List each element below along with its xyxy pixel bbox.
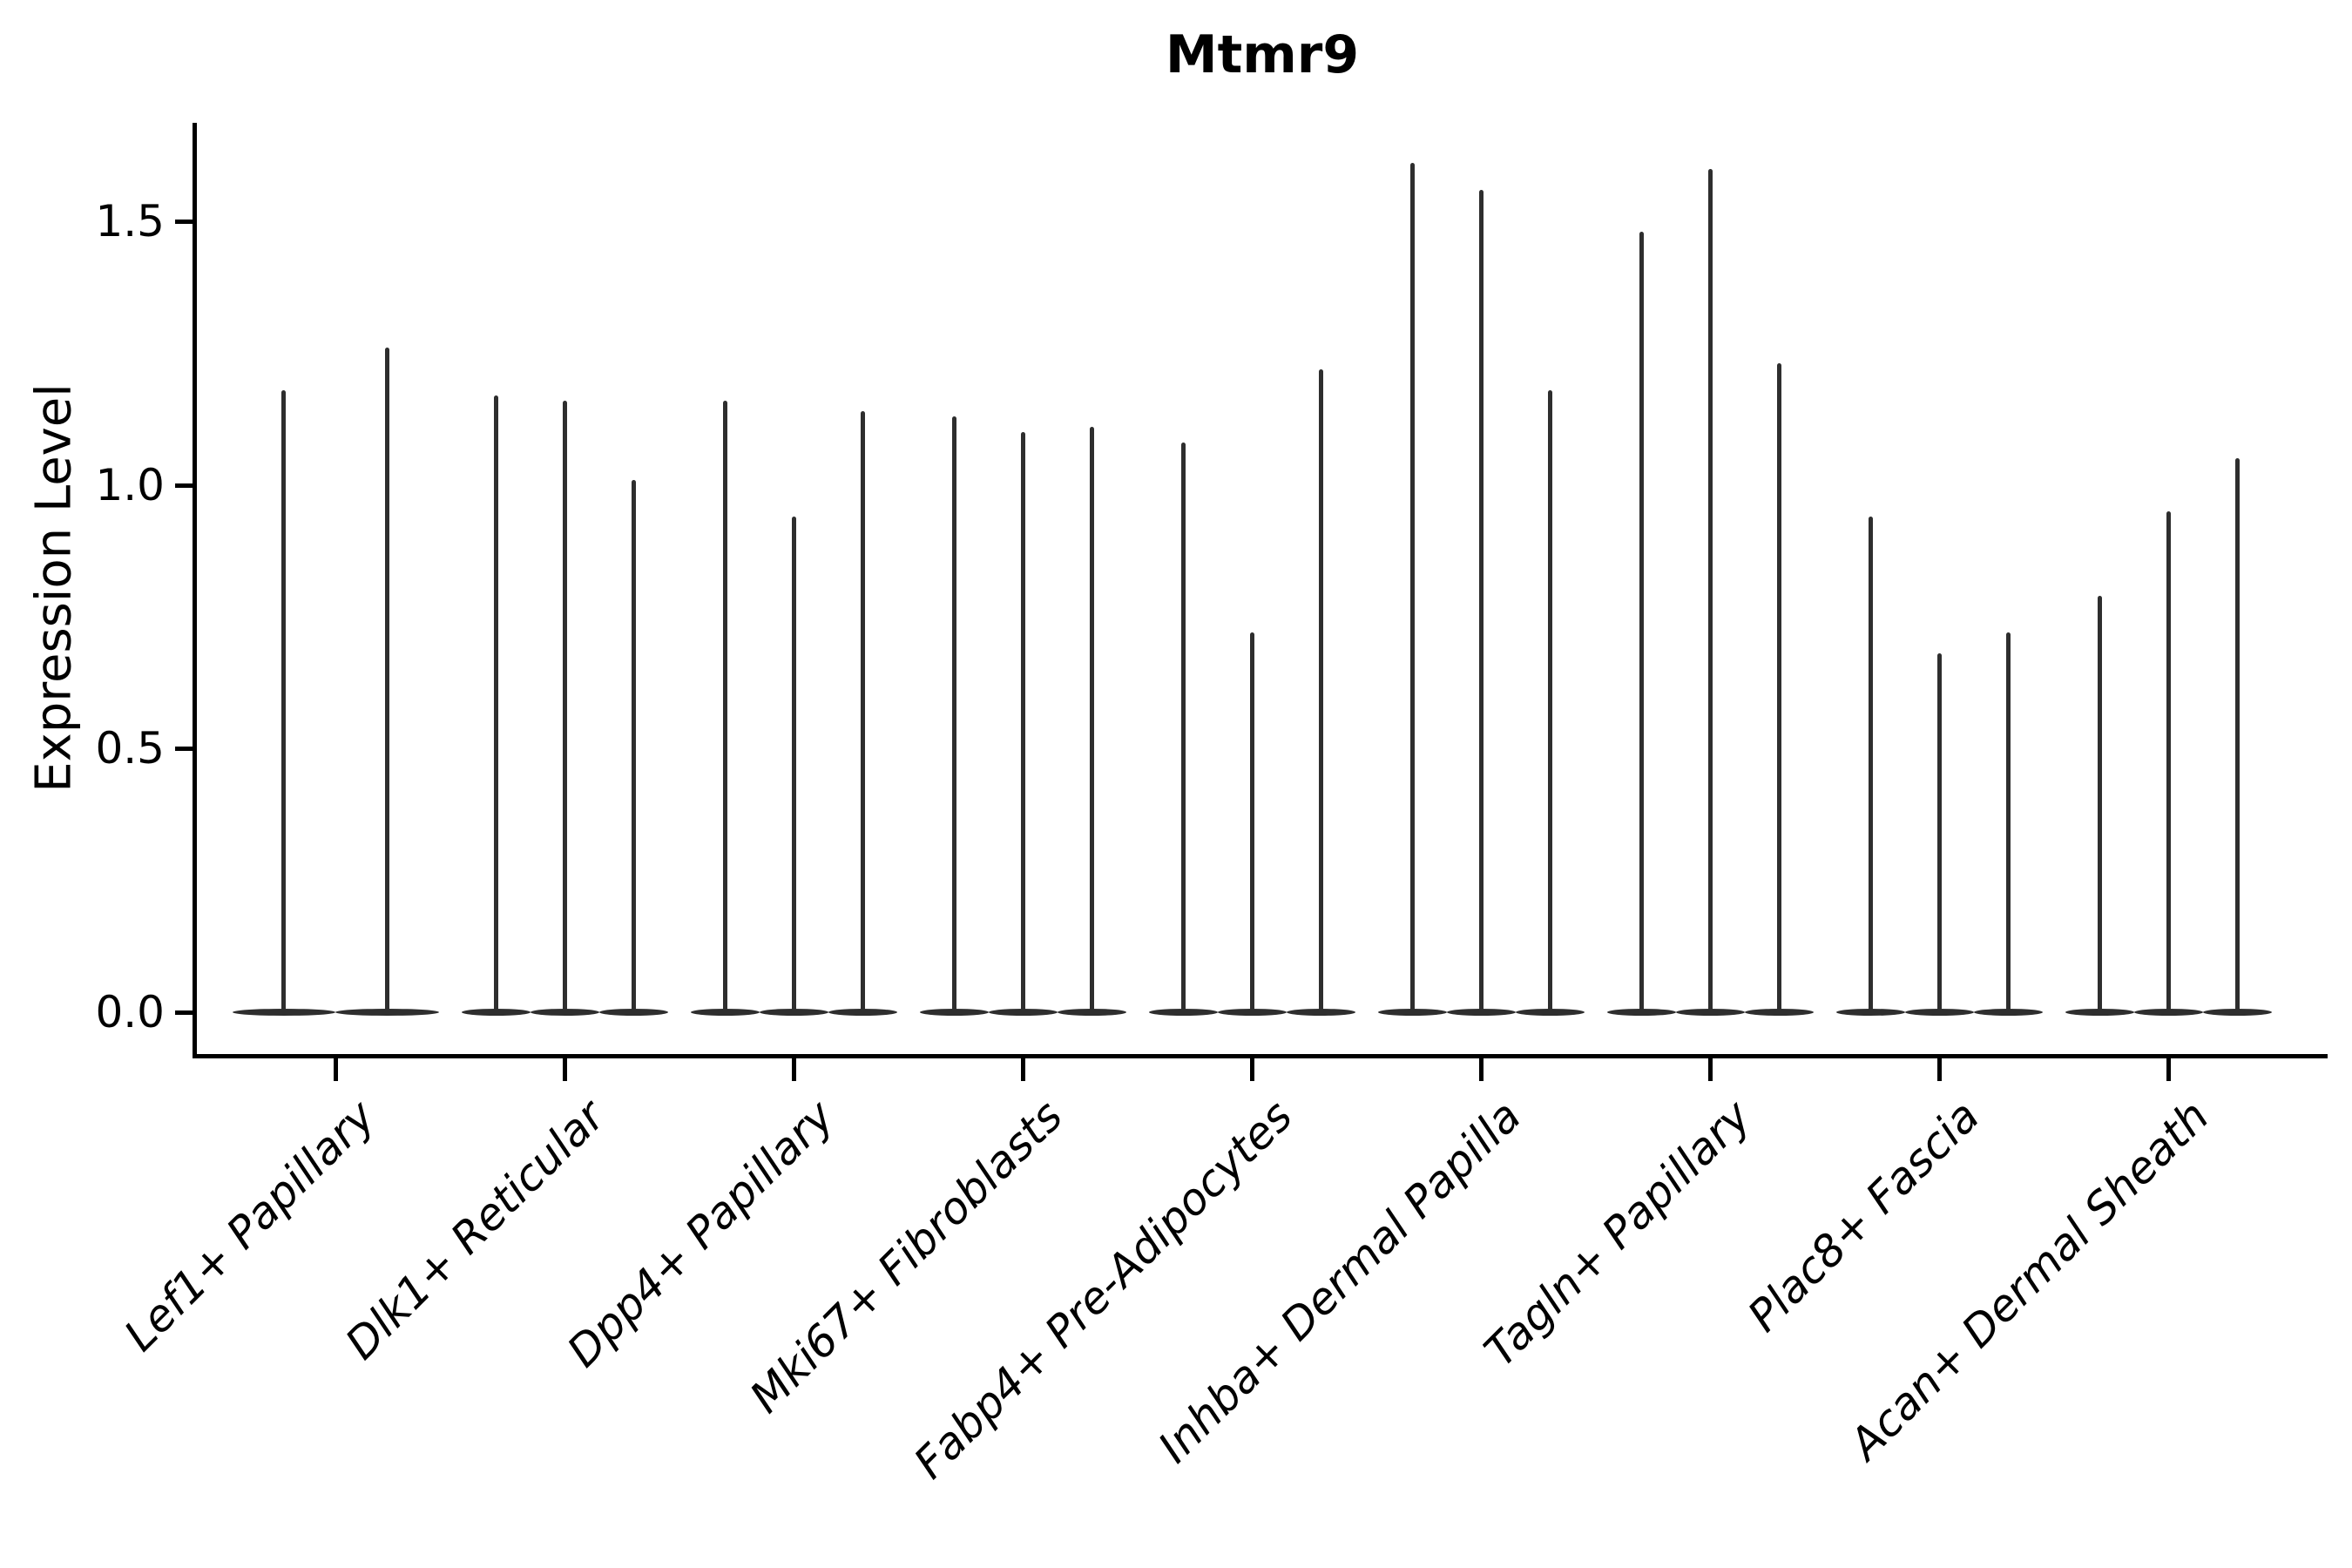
y-axis-spine [193,123,197,1058]
violin-base [1148,1009,1218,1016]
violin-spike [722,400,727,1012]
x-tick [2166,1058,2172,1081]
violin-spike [1089,427,1094,1012]
x-tick [791,1058,796,1081]
violin-spike [1410,163,1415,1012]
violin-base [1217,1009,1287,1016]
y-tick-label: 1.5 [95,196,165,247]
violin-spike [951,416,956,1012]
y-tick [175,747,193,752]
violin-spike [384,348,389,1012]
violin-base [232,1009,335,1016]
x-tick-label: Lef1+ Papillary [114,1091,386,1362]
x-tick [1249,1058,1254,1081]
violin-spike [791,517,796,1012]
violin-spike [1708,168,1713,1012]
violin-base [919,1009,989,1016]
violin-spike [1479,189,1484,1012]
x-tick [562,1058,567,1081]
violin-base [690,1009,760,1016]
violin-spike [2166,510,2172,1012]
violin-spike [2235,458,2240,1012]
violin-base [988,1009,1058,1016]
violin-spike [1639,232,1645,1012]
violin-spike [1249,632,1254,1012]
violin-base [1974,1009,2044,1016]
violin-base [598,1009,668,1016]
violin-spike [860,410,865,1012]
violin-base [2065,1009,2135,1016]
x-axis-spine [193,1054,2328,1058]
violin-spike [562,400,567,1012]
violin-spike [2098,595,2103,1012]
x-tick-label: Inhba+ Dermal Papilla [1149,1091,1531,1473]
x-tick [1479,1058,1484,1081]
violin-spike [1180,443,1186,1012]
violin-base [1516,1009,1585,1016]
violin-base [1905,1009,1975,1016]
y-tick [175,483,193,488]
x-tick [333,1058,338,1081]
violin-base [530,1009,599,1016]
violin-base [461,1009,531,1016]
violin-spike [493,395,498,1012]
violin-spike [1020,432,1025,1012]
violin-base [1836,1009,1906,1016]
y-tick-label: 0.0 [95,987,165,1037]
violin-spike [1777,363,1782,1012]
x-tick-label: Fabp4+ Pre-Adipocytes [903,1091,1302,1489]
violin-spike [1318,368,1323,1012]
violin-base [1676,1009,1746,1016]
violin-base [2203,1009,2273,1016]
violin-spike [1869,517,1874,1012]
x-tick [1020,1058,1025,1081]
violin-spike [1548,389,1552,1012]
violin-base [1378,1009,1447,1016]
violin-base [1607,1009,1677,1016]
violin-spike [281,389,287,1012]
y-tick [175,1010,193,1015]
violin-spike [2006,632,2011,1012]
violin-base [759,1009,828,1016]
y-tick [175,220,193,225]
violin-spike [631,479,636,1012]
violin-spike [1937,653,1943,1012]
violin-base [828,1009,897,1016]
x-tick [1937,1058,1943,1081]
violin-base [1057,1009,1126,1016]
y-tick-label: 1.0 [95,459,165,510]
x-tick-label: Plac8+ Fascia [1738,1091,1990,1342]
plot-title: Mtmr9 [1165,24,1360,85]
violin-base [1286,1009,1355,1016]
violin-base [1745,1009,1815,1016]
violin-base [1447,1009,1516,1016]
violin-base [2134,1009,2204,1016]
violin-base [335,1009,439,1016]
y-tick-label: 0.5 [95,723,165,774]
x-tick [1708,1058,1713,1081]
